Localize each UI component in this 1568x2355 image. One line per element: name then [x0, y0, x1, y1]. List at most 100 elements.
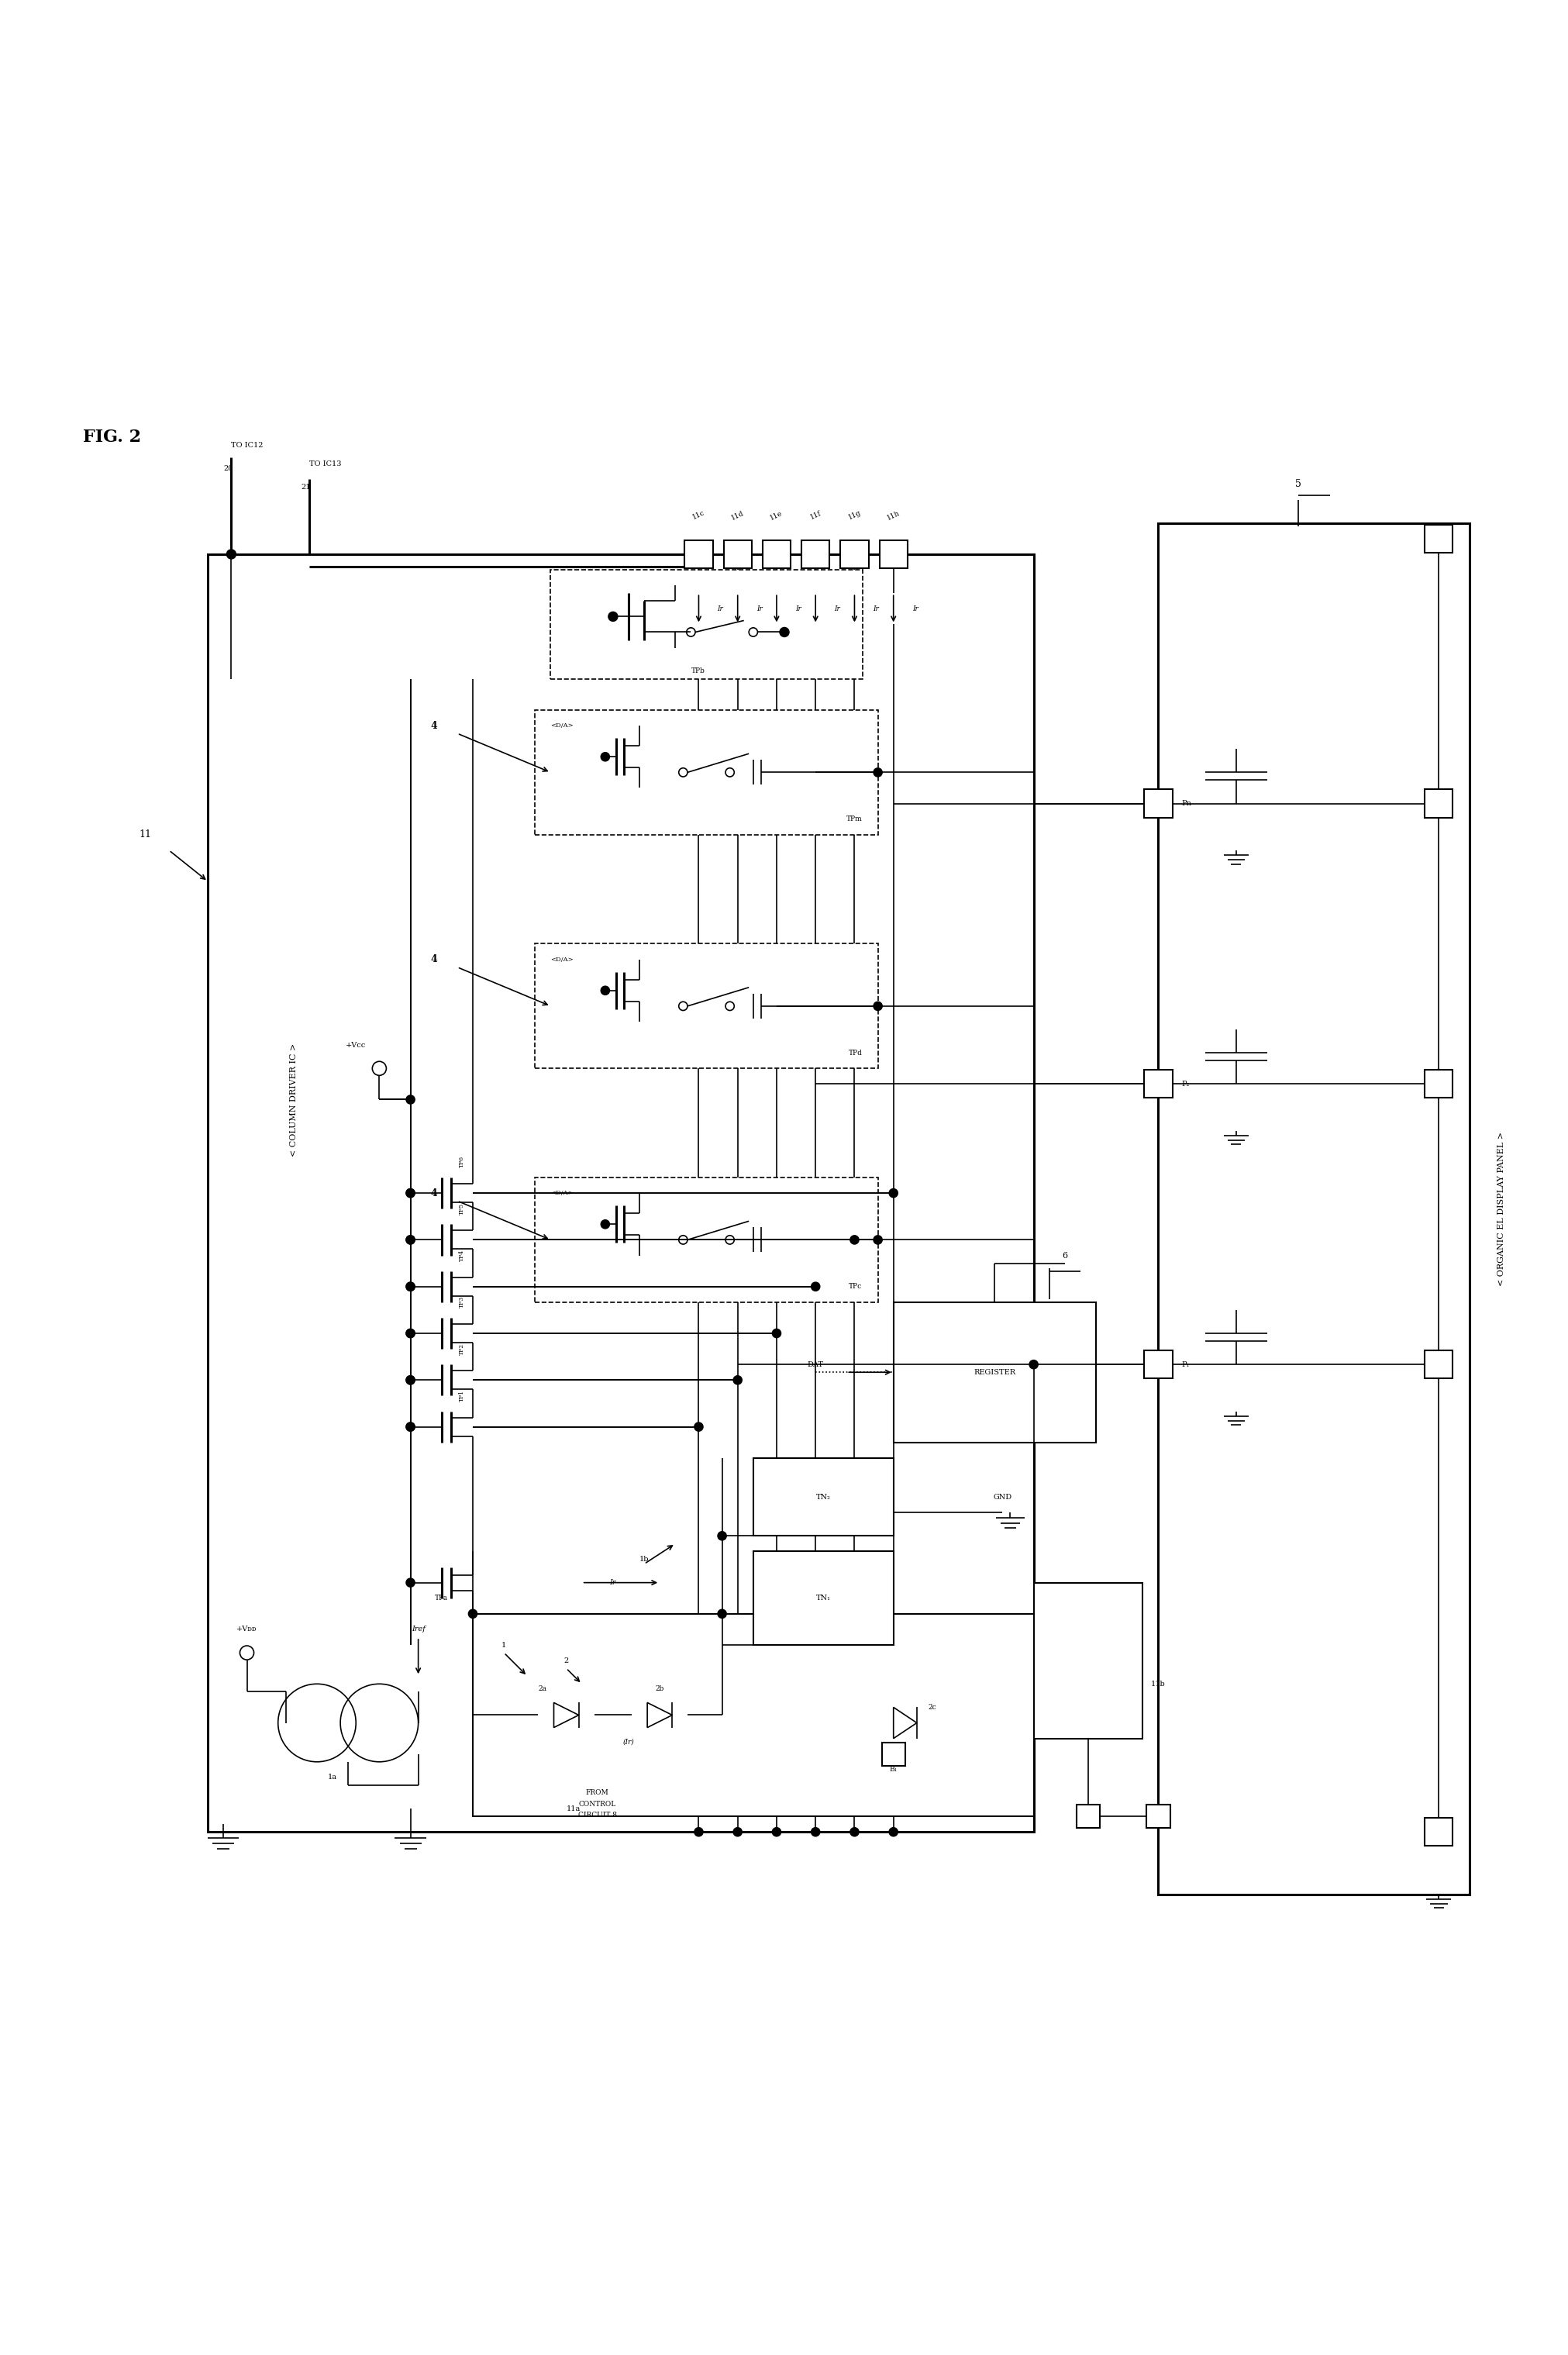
Circle shape [406, 1578, 414, 1587]
Circle shape [811, 1281, 820, 1291]
Bar [1143, 1069, 1171, 1097]
Text: B₁: B₁ [889, 1766, 897, 1773]
Circle shape [406, 1236, 414, 1243]
Text: Ir: Ir [795, 605, 801, 612]
Bar [1143, 789, 1171, 817]
Text: <D/A>: <D/A> [550, 723, 574, 728]
Text: 4: 4 [430, 1187, 437, 1199]
Circle shape [771, 1827, 781, 1837]
Text: FIG. 2: FIG. 2 [83, 429, 141, 445]
Bar [209, 553, 1033, 1832]
Text: CONTROL: CONTROL [579, 1802, 616, 1806]
Text: 11a: 11a [566, 1804, 580, 1811]
Text: Ir: Ir [717, 605, 723, 612]
Bar [762, 539, 790, 568]
Bar [1424, 525, 1452, 553]
Circle shape [406, 1422, 414, 1432]
Text: 4: 4 [430, 954, 437, 966]
Text: 5: 5 [1295, 478, 1301, 490]
Text: TPa: TPa [434, 1594, 448, 1601]
Circle shape [601, 754, 610, 761]
Text: TPm: TPm [845, 815, 862, 822]
Bar [894, 1302, 1096, 1441]
Circle shape [717, 1608, 726, 1618]
Text: 11b: 11b [1149, 1681, 1165, 1689]
Circle shape [406, 1328, 414, 1338]
Text: FROM: FROM [585, 1790, 608, 1797]
Text: TP5: TP5 [458, 1203, 464, 1215]
Bar [801, 539, 829, 568]
Circle shape [732, 1827, 742, 1837]
Polygon shape [648, 1703, 671, 1729]
Text: 11e: 11e [768, 509, 784, 520]
Text: Iref: Iref [411, 1625, 425, 1632]
Circle shape [469, 1608, 477, 1618]
Text: 11g: 11g [847, 509, 861, 520]
Text: (Ir): (Ir) [622, 1738, 633, 1745]
Circle shape [406, 1095, 414, 1104]
Text: 1b: 1b [640, 1557, 649, 1564]
Circle shape [873, 768, 881, 777]
Text: 21: 21 [301, 483, 310, 490]
Polygon shape [554, 1703, 579, 1729]
Text: Ir: Ir [756, 605, 762, 612]
Text: 20: 20 [223, 464, 234, 471]
Text: 2b: 2b [655, 1686, 663, 1693]
Text: 1a: 1a [328, 1773, 337, 1780]
Text: TN₂: TN₂ [815, 1493, 829, 1500]
Text: TPd: TPd [848, 1050, 862, 1057]
Circle shape [601, 1220, 610, 1229]
Circle shape [850, 1236, 858, 1243]
Text: TO IC12: TO IC12 [230, 443, 263, 450]
Text: CIRCUIT 8: CIRCUIT 8 [577, 1811, 616, 1818]
Text: P₁: P₁ [1181, 1361, 1189, 1368]
Text: DAT: DAT [808, 1361, 823, 1368]
Text: TP6: TP6 [458, 1156, 464, 1168]
Text: 11h: 11h [886, 509, 900, 520]
Text: TP3: TP3 [458, 1295, 464, 1307]
Text: 2a: 2a [538, 1686, 547, 1693]
Bar [1424, 789, 1452, 817]
Circle shape [811, 1827, 820, 1837]
Bar [723, 539, 751, 568]
Text: Pn: Pn [1181, 801, 1192, 808]
Text: 11d: 11d [729, 509, 745, 520]
Circle shape [406, 1189, 414, 1196]
Text: 1: 1 [502, 1641, 506, 1648]
Bar [1146, 1804, 1170, 1827]
Bar [753, 1552, 894, 1644]
Bar [1143, 1349, 1171, 1378]
Text: TP1: TP1 [458, 1389, 464, 1401]
Text: REGISTER: REGISTER [974, 1368, 1014, 1375]
Text: TP4: TP4 [458, 1251, 464, 1262]
Circle shape [873, 1236, 881, 1243]
Circle shape [771, 1328, 781, 1338]
Circle shape [732, 1375, 742, 1385]
Circle shape [406, 1375, 414, 1385]
Circle shape [406, 1236, 414, 1243]
Text: < ORGANIC EL DISPLAY PANEL >: < ORGANIC EL DISPLAY PANEL > [1496, 1130, 1504, 1286]
Bar [535, 1178, 878, 1302]
Circle shape [406, 1328, 414, 1338]
Text: <D/A>: <D/A> [550, 1189, 574, 1196]
Bar [1033, 1583, 1142, 1738]
Text: +Vcc: +Vcc [345, 1041, 365, 1048]
Bar [880, 539, 906, 568]
Bar [753, 1458, 894, 1535]
Text: GND: GND [993, 1493, 1011, 1500]
Circle shape [889, 1189, 897, 1196]
Bar [1157, 523, 1469, 1893]
Text: <D/A>: <D/A> [550, 956, 574, 963]
Bar [1076, 1804, 1099, 1827]
Text: 11c: 11c [691, 509, 706, 520]
Polygon shape [894, 1707, 916, 1738]
Circle shape [717, 1531, 726, 1540]
Text: 11f: 11f [809, 509, 822, 520]
Circle shape [406, 1422, 414, 1432]
Circle shape [695, 1422, 702, 1432]
Text: Ir: Ir [873, 605, 878, 612]
Bar [881, 1743, 905, 1766]
Bar [472, 1613, 1033, 1816]
Circle shape [779, 626, 789, 636]
Text: 4: 4 [430, 721, 437, 730]
